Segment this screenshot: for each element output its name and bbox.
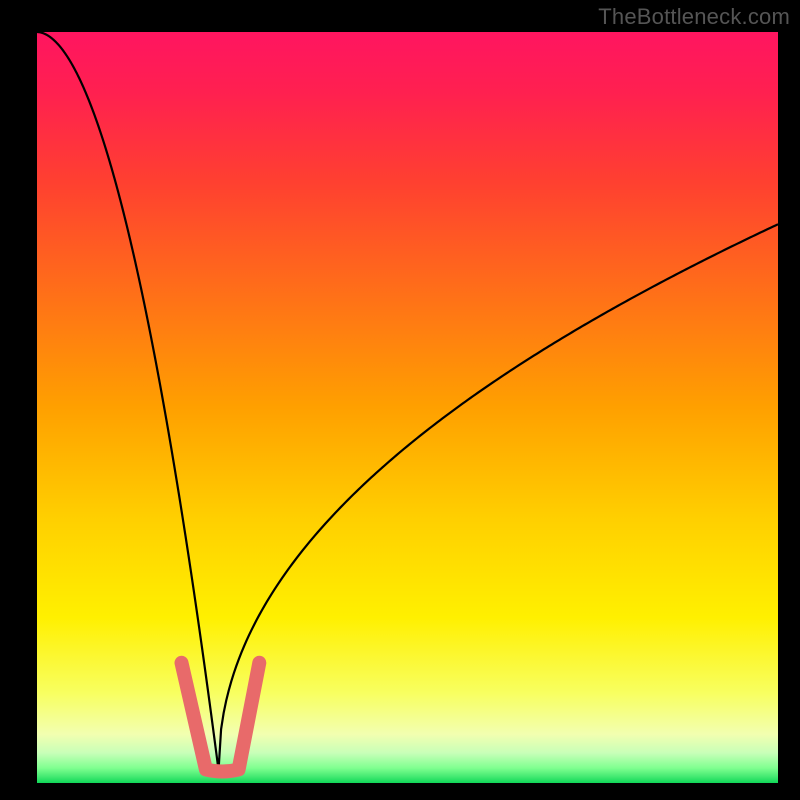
plot-background <box>37 32 778 783</box>
watermark-text: TheBottleneck.com <box>598 4 790 30</box>
bottleneck-chart <box>0 0 800 800</box>
